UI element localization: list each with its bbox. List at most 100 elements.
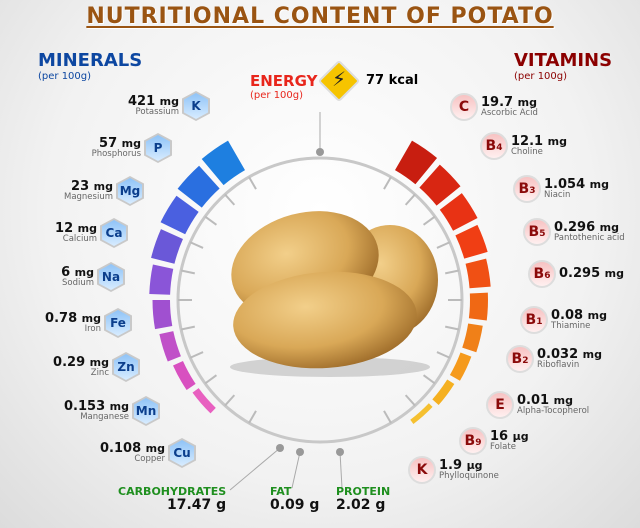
mineral-copper: 0.108 mg Copper Cu (86, 438, 196, 468)
mineral-zinc: 0.29 mg Zinc Zn (40, 352, 140, 382)
scale-tick (404, 193, 416, 206)
scale-tick (180, 269, 196, 275)
scale-tick (383, 410, 392, 424)
scale-tick (189, 351, 204, 359)
vitamin-bar-segment (395, 140, 438, 185)
scale-tick (422, 374, 436, 385)
vitamin-bar-segment (468, 292, 488, 321)
mineral-symbol-hexagon: Zn (112, 352, 140, 382)
vitamin-k: K 1.9 µg Phylloquinone (408, 456, 499, 484)
vitamins-per: (per 100g) (514, 71, 568, 82)
mineral-value: 57 mg (99, 135, 141, 151)
energy-label-block: ENERGY (per 100g) (250, 72, 317, 101)
scale-tick (224, 193, 236, 206)
mineral-value: 6 mg (61, 264, 94, 280)
macro-protein: PROTEIN 2.02 g (336, 485, 391, 513)
mineral-bar-segment (160, 195, 199, 235)
mineral-value: 0.78 mg (45, 310, 101, 326)
vitamin-value: 0.032 mg (537, 346, 602, 362)
vitamin-bar-segment (432, 379, 455, 405)
mineral-phosphorus: 57 mg Phosphorus P (55, 133, 172, 163)
mineral-symbol-hexagon: K (182, 91, 210, 121)
vitamin-name: Folate (490, 442, 516, 453)
vitamin-name: Riboflavin (537, 360, 580, 371)
mineral-name: Potassium (135, 107, 179, 118)
connector-dot (316, 148, 324, 156)
mineral-bar-segment (151, 229, 183, 264)
vitamin-bar-segment (462, 323, 483, 353)
mineral-bar-segment (201, 140, 245, 186)
scale-tick (248, 410, 257, 424)
scale-tick (204, 215, 218, 226)
mineral-name: Iron (84, 324, 101, 335)
scale-tick (248, 176, 257, 190)
energy-label: ENERGY (250, 72, 318, 90)
mineral-value: 23 mg (71, 178, 113, 194)
minerals-heading: MINERALS (38, 50, 143, 71)
scale-tick (180, 325, 196, 331)
mineral-symbol-hexagon: Fe (104, 308, 132, 338)
mineral-bar-segment (173, 361, 196, 390)
macro-carbohydrates: CARBOHYDRATES 17.47 g (118, 485, 227, 513)
vitamin-symbol-circle: K (408, 456, 436, 484)
macro-label: PROTEIN (336, 485, 391, 498)
vitamin-bar-segment (410, 403, 433, 424)
vitamin-value: 0.01 mg (517, 392, 573, 408)
scale-tick (204, 374, 218, 385)
vitamin-value: 12.1 mg (511, 133, 567, 149)
scale-tick (436, 351, 451, 359)
vitamin-name: Ascorbic Acid (481, 108, 538, 119)
scale-tick (189, 241, 204, 249)
mineral-bar-segment (149, 264, 174, 295)
mineral-symbol-hexagon: Ca (100, 218, 128, 248)
scale-tick (404, 394, 416, 407)
macro-fat: FAT 0.09 g (270, 485, 320, 514)
mineral-bar-segment (152, 300, 173, 330)
mineral-sodium: 6 mg Sodium Na (40, 262, 125, 292)
mineral-name: Sodium (61, 278, 94, 289)
macro-value: 0.09 g (270, 497, 320, 514)
mineral-value: 421 mg (127, 93, 179, 109)
energy-value: 77 kcal (366, 73, 419, 88)
vitamin-name: Alpha-Tocopherol (517, 406, 590, 417)
macro-label: CARBOHYDRATES (118, 485, 227, 498)
potato-image (230, 211, 438, 377)
vitamin-e: E 0.01 mg Alpha-Tocopherol (486, 391, 589, 419)
vitamin-value: 19.7 mg (481, 94, 537, 110)
mineral-potassium: 421 mg Potassium K (88, 91, 210, 121)
macro-label: FAT (270, 485, 292, 498)
mineral-bar-segment (177, 165, 220, 208)
mineral-name: Calcium (62, 234, 97, 245)
connector-dot (336, 448, 344, 456)
vitamins-header: VITAMINS (per 100g) (514, 50, 612, 82)
scale-tick (444, 269, 460, 275)
mineral-symbol-hexagon: Cu (168, 438, 196, 468)
scale-tick (422, 215, 436, 226)
page-title: NUTRITIONAL CONTENT OF POTATO (86, 4, 554, 29)
scale-tick (383, 176, 392, 190)
mineral-symbol-hexagon: Mg (116, 176, 144, 206)
connector-dot (296, 448, 304, 456)
vitamin-name: Thiamine (551, 321, 591, 332)
vitamin-value: 16 µg (490, 428, 529, 444)
vitamin-value: 0.296 mg (554, 219, 619, 235)
mineral-name: Zinc (90, 368, 109, 379)
scale-tick (224, 394, 236, 407)
vitamin-name: Niacin (544, 190, 571, 201)
energy-per: (per 100g) (250, 90, 304, 101)
mineral-name: Magnesium (63, 192, 113, 203)
connector-line (291, 451, 301, 489)
vitamin-value: 1.9 µg (439, 457, 483, 473)
connector-line (339, 451, 343, 489)
vitamin-bar-segment (449, 352, 472, 381)
